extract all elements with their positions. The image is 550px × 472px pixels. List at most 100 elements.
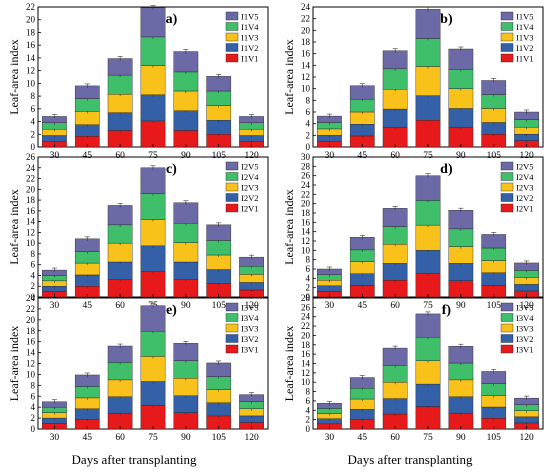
legend-label-i2v1: I2V1 — [241, 204, 258, 214]
y-tick-label: 0 — [306, 424, 311, 434]
y-tick-label: 30 — [301, 152, 311, 162]
x-tick-label: 90 — [181, 433, 191, 443]
bar-segment-i1v2-90 — [448, 108, 474, 128]
bar-segment-i1v3-75 — [415, 66, 441, 96]
legend-label-i2v3: I2V3 — [241, 183, 258, 193]
bar-segment-i2v5-105 — [481, 234, 507, 249]
y-tick-label: 4 — [31, 402, 36, 412]
y-tick-label: 6 — [31, 104, 36, 114]
x-tick-label: 90 — [181, 151, 191, 161]
y-tick-label: 22 — [301, 321, 310, 331]
legend-swatch-i1v2 — [225, 43, 239, 52]
x-tick-label: 60 — [390, 301, 400, 311]
y-tick-label: 12 — [301, 236, 310, 246]
y-axis-title: Leaf-area index — [282, 39, 296, 115]
legend-swatch-i2v2 — [500, 193, 514, 202]
y-tick-label: 18 — [301, 208, 311, 218]
y-tick-label: 6 — [306, 264, 311, 274]
x-tick-label: 105 — [487, 433, 502, 443]
x-tick-label: 30 — [50, 151, 60, 161]
x-tick-label: 45 — [83, 151, 93, 161]
bar-segment-i1v2-105 — [206, 120, 232, 135]
y-tick-label: 14 — [301, 359, 311, 369]
panel-label: b) — [440, 12, 453, 27]
bar-segment-i1v3-75 — [140, 65, 166, 96]
bar-segment-i2v3-75 — [140, 219, 166, 247]
bar-segment-i2v1-75 — [140, 271, 166, 298]
x-tick-label: 75 — [423, 433, 433, 443]
legend-swatch-i2v3 — [500, 182, 514, 192]
bar-segment-i1v5-90 — [173, 51, 199, 73]
legend-label-i2v4: I2V4 — [516, 172, 534, 182]
bar-segment-i1v2-60 — [107, 112, 133, 131]
bar-segment-i2v3-90 — [173, 242, 199, 263]
legend-label-i1v1: I1V1 — [516, 54, 533, 64]
x-tick-label: 75 — [423, 301, 433, 311]
y-tick-label: 8 — [306, 95, 311, 105]
y-tick-label: 12 — [26, 66, 35, 76]
bar-segment-i1v1-75 — [415, 119, 441, 148]
bar-segment-i1v1-75 — [140, 120, 166, 148]
bar-segment-i1v4-75 — [140, 36, 166, 66]
y-tick-label: 10 — [301, 245, 311, 255]
x-tick-label: 75 — [423, 151, 433, 161]
x-tick-label: 30 — [325, 433, 335, 443]
y-tick-label: 10 — [26, 238, 36, 248]
y-tick-label: 22 — [301, 189, 310, 199]
x-tick-label: 45 — [83, 433, 93, 443]
bar-segment-i3v4-90 — [448, 362, 474, 381]
legend-label-i2v5: I2V5 — [516, 162, 533, 172]
x-tick-label: 90 — [456, 433, 466, 443]
legend-label-i2v4: I2V4 — [241, 172, 259, 182]
x-tick-label: 60 — [115, 151, 125, 161]
y-tick-label: 4 — [306, 119, 311, 129]
y-tick-label: 20 — [301, 199, 311, 209]
legend-swatch-i2v5 — [225, 161, 239, 171]
legend-swatch-i2v4 — [500, 172, 514, 181]
legend-swatch-i3v1 — [225, 344, 239, 354]
y-tick-label: 20 — [301, 25, 311, 35]
panel-label: d) — [440, 162, 453, 177]
y-tick-label: 16 — [26, 337, 36, 347]
bar-segment-i1v5-75 — [415, 9, 441, 39]
bar-segment-i1v3-60 — [107, 93, 133, 113]
y-tick-label: 20 — [26, 184, 36, 194]
y-axis-title: Leaf-area index — [282, 189, 296, 265]
y-tick-label: 22 — [26, 2, 35, 12]
legend-swatch-i1v5 — [225, 11, 239, 21]
bar-segment-i3v1-75 — [140, 405, 166, 430]
bar-segment-i1v4-105 — [481, 94, 507, 109]
legend-label-i3v3: I3V3 — [241, 324, 258, 334]
y-tick-label: 0 — [306, 142, 311, 152]
y-tick-label: 2 — [306, 415, 311, 425]
y-tick-label: 4 — [306, 405, 311, 415]
bar-segment-i1v3-90 — [448, 88, 474, 109]
y-tick-label: 14 — [301, 227, 311, 237]
bar-segment-i3v4-75 — [140, 331, 166, 357]
y-tick-label: 20 — [26, 315, 36, 325]
y-tick-label: 10 — [26, 78, 36, 88]
x-tick-label: 90 — [181, 301, 191, 311]
bar-segment-i1v2-90 — [173, 110, 199, 131]
y-tick-label: 18 — [26, 27, 36, 37]
legend-label-i1v1: I1V1 — [241, 54, 258, 64]
bar-segment-i2v4-90 — [448, 228, 474, 247]
legend-label-i1v3: I1V3 — [241, 33, 258, 43]
y-tick-label: 10 — [301, 84, 311, 94]
bar-segment-i1v2-75 — [140, 94, 166, 122]
bar-segment-i3v1-75 — [415, 406, 441, 430]
bar-segment-i2v5-75 — [415, 175, 441, 201]
bar-segment-i1v5-60 — [382, 50, 408, 70]
bar-segment-i1v3-105 — [206, 105, 232, 121]
y-tick-label: 26 — [26, 152, 36, 162]
y-tick-label: 28 — [301, 293, 311, 303]
y-tick-label: 14 — [26, 217, 36, 227]
bar-segment-i2v5-90 — [173, 202, 199, 224]
panel-label: e) — [166, 303, 177, 318]
y-tick-label: 6 — [306, 396, 311, 406]
